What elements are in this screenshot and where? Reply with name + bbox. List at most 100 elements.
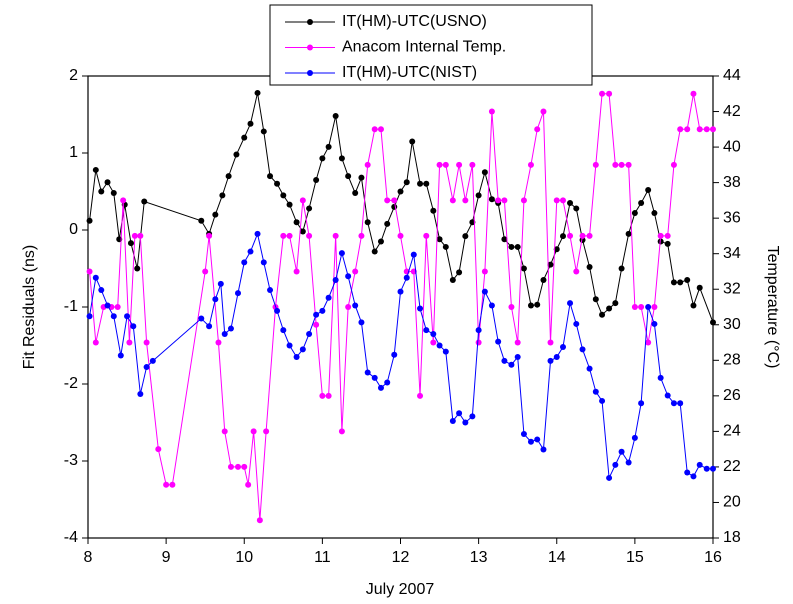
data-point: [286, 342, 293, 349]
data-point: [520, 431, 527, 438]
data-point: [358, 232, 365, 239]
data-point: [586, 232, 593, 239]
x-tick-label: 9: [162, 549, 171, 566]
data-point: [475, 192, 482, 199]
data-point: [501, 197, 508, 204]
data-point: [397, 188, 404, 195]
data-point: [293, 219, 300, 226]
data-point: [345, 273, 352, 280]
data-point: [501, 357, 508, 364]
data-point: [657, 374, 664, 381]
y-tick-label: 0: [69, 221, 78, 238]
data-point: [299, 228, 306, 235]
data-point: [456, 269, 463, 276]
y2-tick-label: 36: [723, 209, 741, 226]
data-point: [155, 446, 162, 453]
data-point: [256, 517, 263, 524]
data-point: [325, 143, 332, 150]
data-point: [141, 198, 148, 205]
data-point: [664, 240, 671, 247]
data-point: [332, 277, 339, 284]
data-point: [325, 392, 332, 399]
data-point: [403, 274, 410, 281]
data-point: [645, 339, 652, 346]
data-point: [227, 325, 234, 332]
data-point: [98, 287, 105, 294]
data-point: [352, 302, 359, 309]
data-point: [206, 232, 213, 239]
data-point: [625, 230, 632, 237]
data-point: [670, 161, 677, 168]
y-tick-label: -2: [64, 375, 78, 392]
data-point: [703, 126, 710, 133]
data-point: [456, 410, 463, 417]
legend-label: IT(HM)-UTC(USNO): [342, 13, 487, 30]
data-point: [567, 300, 574, 307]
data-point: [599, 311, 606, 318]
y-axis-label: Fit Residuals (ns): [21, 245, 38, 369]
data-point: [696, 126, 703, 133]
data-point: [377, 126, 384, 133]
data-point: [651, 304, 658, 310]
x-tick-label: 14: [548, 549, 566, 566]
y-tick-label: -1: [64, 298, 78, 315]
data-point: [475, 339, 482, 346]
data-point: [397, 232, 404, 239]
data-point: [690, 90, 697, 97]
data-point: [332, 232, 339, 239]
data-point: [469, 413, 476, 420]
data-point: [417, 392, 424, 399]
data-point: [481, 169, 488, 176]
data-point: [488, 108, 495, 115]
data-point: [212, 296, 219, 303]
data-point: [664, 392, 671, 399]
data-point: [409, 138, 416, 145]
data-point: [670, 400, 677, 407]
data-point: [501, 236, 508, 243]
data-point: [710, 126, 716, 133]
data-point: [219, 192, 226, 199]
data-point: [143, 339, 150, 346]
data-point: [338, 250, 345, 257]
data-point: [338, 428, 345, 435]
data-point: [592, 296, 599, 303]
data-point: [651, 320, 658, 327]
data-point: [495, 338, 502, 345]
y-tick-label: -4: [64, 529, 78, 546]
data-point: [241, 463, 248, 470]
data-point: [514, 243, 521, 250]
data-point: [631, 210, 638, 217]
data-point: [313, 176, 320, 183]
data-point: [110, 313, 117, 320]
data-point: [638, 400, 645, 407]
data-point: [280, 232, 287, 239]
data-point: [313, 311, 320, 318]
data-point: [377, 384, 384, 391]
x-tick-label: 16: [704, 549, 722, 566]
data-point: [233, 151, 240, 158]
data-point: [645, 186, 652, 193]
legend-label: Anacom Internal Temp.: [342, 39, 506, 56]
data-point: [514, 339, 521, 346]
data-point: [442, 348, 449, 355]
data-point: [651, 210, 658, 217]
data-point: [592, 388, 599, 395]
data-point: [215, 339, 222, 346]
y2-tick-label: 20: [723, 494, 741, 511]
data-point: [225, 173, 232, 180]
data-point: [534, 126, 541, 133]
data-point: [534, 301, 541, 308]
data-point: [235, 290, 241, 297]
data-point: [631, 434, 638, 441]
y-tick-label: -3: [64, 452, 78, 469]
data-point: [430, 330, 437, 337]
data-point: [286, 232, 293, 239]
data-point: [599, 90, 606, 97]
data-point: [260, 128, 267, 135]
data-point: [430, 207, 437, 214]
data-point: [508, 304, 515, 310]
data-point: [690, 473, 697, 480]
data-point: [126, 339, 133, 346]
data-point: [553, 246, 560, 253]
